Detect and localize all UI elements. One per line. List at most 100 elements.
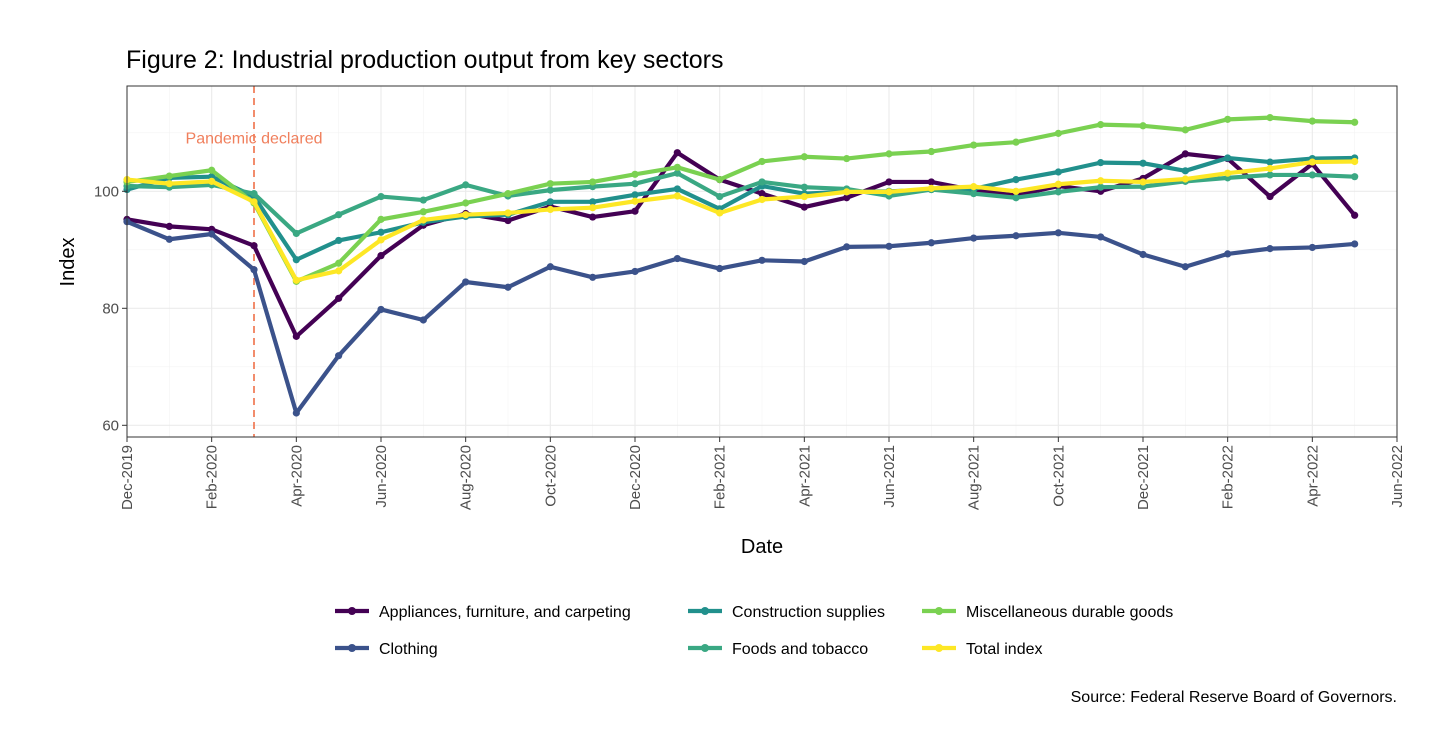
series-line <box>124 219 1357 416</box>
data-point <box>1012 194 1020 202</box>
x-tick-label: Aug-2020 <box>458 445 475 510</box>
data-point <box>631 207 639 215</box>
legend-label: Miscellaneous durable goods <box>966 604 1173 621</box>
data-point <box>1012 187 1020 195</box>
legend-key-point <box>701 644 709 652</box>
x-tick-label: Oct-2021 <box>1050 445 1067 507</box>
data-point <box>800 153 808 161</box>
x-tick-label: Jun-2020 <box>373 445 390 508</box>
series-3 <box>123 169 1359 238</box>
data-point <box>377 215 385 223</box>
x-tick-label: Feb-2022 <box>1220 445 1237 509</box>
x-tick-label: Dec-2021 <box>1135 445 1152 510</box>
data-point <box>589 273 597 281</box>
data-point <box>885 150 893 158</box>
pandemic-annotation-label: Pandemic declared <box>186 131 323 148</box>
data-point <box>758 157 766 166</box>
data-point <box>800 183 808 191</box>
data-point <box>1139 122 1147 130</box>
data-point <box>208 230 216 238</box>
data-point <box>335 294 343 302</box>
series-0 <box>123 149 1359 340</box>
data-point <box>800 257 808 266</box>
data-point <box>1351 211 1359 219</box>
y-tick-label: 80 <box>102 300 119 317</box>
data-point <box>165 180 173 188</box>
data-point <box>1266 192 1274 201</box>
data-point <box>1097 177 1105 185</box>
data-point <box>927 239 935 247</box>
data-point <box>504 209 512 217</box>
data-point <box>165 172 173 180</box>
data-point <box>1224 115 1232 123</box>
data-point <box>1308 117 1316 125</box>
data-point <box>377 236 385 244</box>
data-point <box>589 213 597 221</box>
data-point <box>758 195 766 204</box>
data-point <box>208 177 216 185</box>
data-point <box>1054 180 1062 188</box>
data-point <box>1351 157 1359 166</box>
data-point <box>800 203 808 211</box>
data-point <box>292 256 300 264</box>
legend-key-point <box>348 644 356 652</box>
data-point <box>1224 250 1232 258</box>
data-point <box>843 243 851 251</box>
data-point <box>589 178 597 186</box>
data-point <box>504 216 512 225</box>
data-point <box>970 190 978 198</box>
legend-label: Appliances, furniture, and carpeting <box>379 604 631 621</box>
data-point <box>335 352 343 360</box>
data-point <box>1054 188 1062 196</box>
data-point <box>716 264 724 273</box>
data-point <box>1097 183 1105 191</box>
data-point <box>546 186 554 194</box>
data-point <box>1139 178 1147 186</box>
data-point <box>335 267 343 275</box>
data-point <box>462 199 470 207</box>
data-point <box>673 163 681 171</box>
data-point <box>292 276 300 284</box>
data-point <box>800 192 808 201</box>
x-axis: Dec-2019 Feb-2020 Apr-2020 Jun-2020 Aug-2020… <box>119 437 1406 510</box>
chart-title: Figure 2: Industrial production output f… <box>126 46 724 74</box>
data-point <box>631 267 639 276</box>
legend-item: Foods and tobacco <box>688 641 868 658</box>
series-line <box>124 150 1357 339</box>
y-tick-label: 100 <box>94 183 119 200</box>
legend-item: Construction supplies <box>688 604 885 621</box>
grid-minor <box>127 86 1397 437</box>
data-point <box>1308 158 1316 166</box>
data-point <box>885 242 893 250</box>
data-point <box>1224 154 1232 162</box>
data-point <box>1181 126 1189 134</box>
data-point <box>292 229 300 238</box>
legend-item: Miscellaneous durable goods <box>922 604 1173 621</box>
x-tick-label: Feb-2021 <box>712 445 729 509</box>
data-point <box>292 332 300 340</box>
data-point <box>673 149 681 157</box>
data-point <box>673 192 681 200</box>
data-point <box>758 256 766 264</box>
data-point <box>843 154 851 163</box>
data-point <box>208 166 216 174</box>
legend-label: Total index <box>966 641 1043 658</box>
data-point <box>504 190 512 198</box>
data-point <box>1308 171 1316 179</box>
data-point <box>927 184 935 192</box>
series-line <box>124 159 1357 283</box>
legend-item: Total index <box>922 641 1043 658</box>
legend-key-point <box>935 607 943 615</box>
series-line <box>124 155 1357 262</box>
legend-key-point <box>348 607 356 615</box>
data-point <box>1308 243 1316 252</box>
data-point <box>377 305 385 314</box>
x-tick-label: Aug-2021 <box>966 445 983 510</box>
data-point <box>631 197 639 205</box>
data-point <box>419 216 427 224</box>
x-tick-label: Oct-2020 <box>542 445 559 507</box>
x-tick-label: Apr-2021 <box>796 445 813 507</box>
data-point <box>758 190 766 198</box>
data-point <box>165 235 173 243</box>
